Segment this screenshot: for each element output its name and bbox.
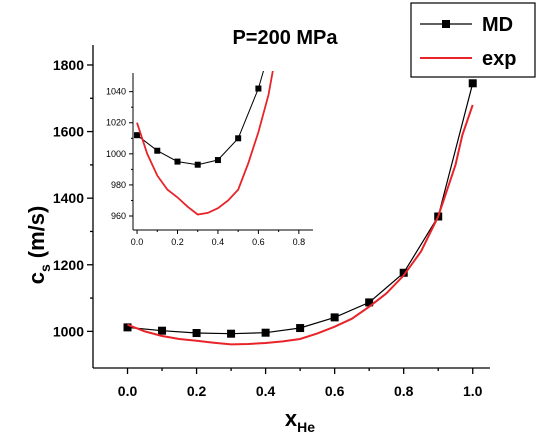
main-y-tick-label: 1000 [53,323,84,339]
x-axis-label-main: x [285,406,298,431]
inset-series-md-point [276,16,282,22]
inset-y-tick-label: 980 [111,180,126,190]
inset-series-md-point [194,161,201,168]
main-series-md-line [127,83,474,335]
inset-series-md-point [154,147,161,154]
inset-series-md-point [174,158,181,165]
y-axis-label-unit: (m/s) [24,206,49,259]
legend-exp-label: exp [482,48,516,70]
main-series-md-point [227,329,236,338]
inset-y-tick-label: 1000 [106,149,126,159]
inset-series-group [134,16,282,216]
main-x-tick-label: 0.2 [187,383,207,399]
inset-y-tick-label: 1020 [106,118,126,128]
inset-x-tick-label: 0.0 [131,237,144,247]
inset-y-tick-label: 960 [111,211,126,221]
main-series-md-point [296,324,305,333]
main-plot-area: 0.0 0.2 0.4 0.6 0.8 1.0 1000 1200 1400 1600 1800 [53,45,490,399]
main-series-md-point [365,298,374,307]
inset-x-tick-label: 0.8 [293,237,306,247]
inset-series-md-point [235,135,242,142]
main-series-md-point [468,79,477,88]
legend-md-marker [442,20,450,28]
main-series-group [123,79,477,346]
inset-x-tick-label: 0.2 [171,237,184,247]
legend-box [410,2,536,78]
chart-title: P=200 MPa [232,27,338,49]
main-series-md-point [330,313,339,322]
main-series-md-point [192,329,201,338]
main-series-exp-line [127,104,474,346]
main-x-tick-label: 0.6 [325,383,345,399]
x-axis-label: xHe [285,406,315,435]
legend-md-label: MD [482,14,513,36]
main-x-tick-label: 0.8 [394,383,414,399]
inset-series-md-point [255,85,262,92]
y-axis-label-main: c [24,272,49,284]
main-y-tick-label: 1800 [53,57,84,73]
main-y-tick-label: 1200 [53,257,84,273]
inset-series-exp-line [136,71,274,216]
main-y-tick-label: 1600 [53,124,84,140]
main-x-tick-label: 1.0 [463,383,483,399]
main-x-tick-label: 0.4 [256,383,276,399]
inset-series-md-point [214,157,221,164]
y-axis-label: cs (m/s) [24,206,53,285]
inset-x-tick-label: 0.6 [252,237,265,247]
y-axis-label-subscript: s [37,264,53,272]
legend: MD exp [410,2,536,78]
main-y-tick-label: 1400 [53,190,84,206]
main-x-tick-label: 0.0 [118,383,138,399]
x-axis-label-subscript: He [297,419,315,435]
inset-x-tick-label: 0.4 [212,237,225,247]
main-series-md-point [399,268,408,277]
inset-series-md-point [134,132,141,139]
inset-plot-area: 0.0 0.2 0.4 0.6 0.8 960 980 1000 1020 1040 [106,16,313,247]
main-series-md-point [261,328,270,337]
inset-y-tick-label: 1040 [106,87,126,97]
main-series-md-point [158,326,167,335]
main-series-md-point [123,323,132,332]
